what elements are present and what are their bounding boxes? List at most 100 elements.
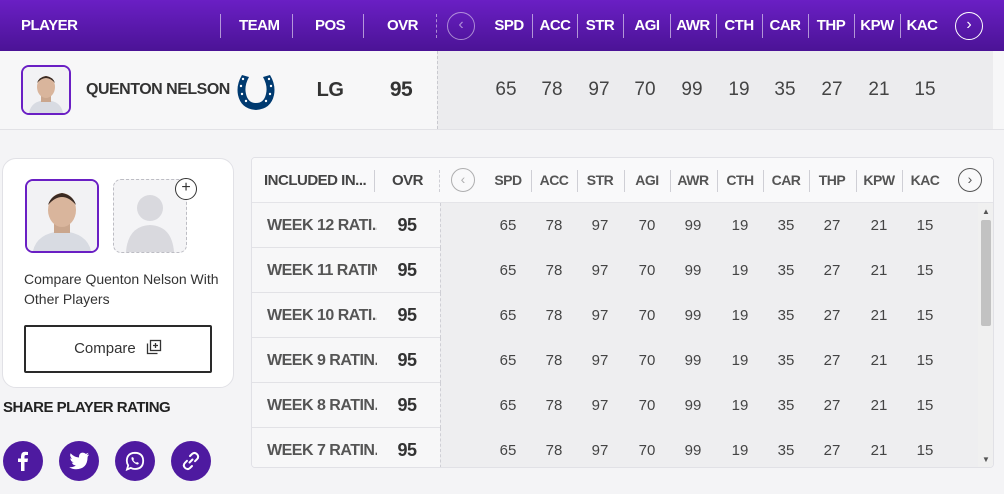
row-stat-kac: 15 xyxy=(916,442,934,459)
table-header-stat-car[interactable]: CAR xyxy=(771,172,801,188)
row-stat-agi: 70 xyxy=(638,397,656,414)
table-header-stat-awr[interactable]: AWR xyxy=(677,172,709,188)
header-stat-acc[interactable]: ACC xyxy=(539,17,572,34)
row-label[interactable]: WEEK 8 RATIN... xyxy=(267,397,377,414)
table-header-divider xyxy=(902,170,903,192)
row-label[interactable]: WEEK 10 RATI... xyxy=(267,307,377,324)
row-stats-area xyxy=(440,338,978,383)
row-label[interactable]: WEEK 12 RATI... xyxy=(267,217,377,234)
table-header-stat-kpw[interactable]: KPW xyxy=(863,172,895,188)
row-stats-area xyxy=(440,428,978,467)
player-stat-car: 35 xyxy=(774,79,796,100)
header-divider xyxy=(577,14,578,38)
player-row[interactable]: QUENTON NELSON LG 95 65 78 97 70 99 19 35 27 21 1… xyxy=(0,51,1004,130)
header-prev-button[interactable]: ‹ xyxy=(447,12,475,40)
row-stat-kac: 15 xyxy=(916,307,934,324)
scrollbar-thumb[interactable] xyxy=(981,220,991,326)
compare-button[interactable]: Compare xyxy=(24,325,212,373)
header-divider xyxy=(292,14,293,38)
compare-placeholder-slot[interactable] xyxy=(113,179,187,253)
header-divider xyxy=(670,14,671,38)
header-stat-car[interactable]: CAR xyxy=(769,17,802,34)
table-row[interactable]: WEEK 10 RATI... 95 65 78 97 70 99 19 35 27 21 15 xyxy=(252,293,978,338)
link-icon[interactable] xyxy=(171,441,211,481)
header-stat-kac[interactable]: KAC xyxy=(906,17,939,34)
player-stats-area xyxy=(437,51,993,129)
table-row[interactable]: WEEK 9 RATIN... 95 65 78 97 70 99 19 35 27 21 15 xyxy=(252,338,978,383)
row-stat-car: 35 xyxy=(777,442,795,459)
table-header-stat-thp[interactable]: THP xyxy=(818,172,846,188)
table-next-button[interactable]: › xyxy=(958,168,982,192)
header-next-button[interactable]: › xyxy=(955,12,983,40)
compare-copy-icon xyxy=(146,329,162,373)
player-name[interactable]: QUENTON NELSON xyxy=(86,81,230,98)
header-stat-spd[interactable]: SPD xyxy=(494,17,524,34)
table-scrollbar[interactable]: ▲ ▼ xyxy=(978,203,993,467)
player-stat-thp: 27 xyxy=(821,79,843,100)
table-header-stat-cth[interactable]: CTH xyxy=(726,172,754,188)
row-label[interactable]: WEEK 11 RATIN... xyxy=(267,262,377,279)
row-stat-awr: 99 xyxy=(684,307,702,324)
row-stat-acc: 78 xyxy=(545,217,563,234)
scroll-up-icon[interactable]: ▲ xyxy=(982,207,990,216)
table-header-stat-agi[interactable]: AGI xyxy=(635,172,659,188)
row-ovr: 95 xyxy=(397,440,417,460)
add-player-icon[interactable]: + xyxy=(175,178,197,200)
table-row[interactable]: WEEK 12 RATI... 95 65 78 97 70 99 19 35 27 21 15 xyxy=(252,203,978,248)
row-stats-area xyxy=(440,248,978,293)
table-header-stat-spd[interactable]: SPD xyxy=(494,172,522,188)
header-stat-awr[interactable]: AWR xyxy=(676,17,710,34)
person-silhouette-icon xyxy=(126,195,174,252)
compare-player-avatar[interactable] xyxy=(25,179,99,253)
row-stat-awr: 99 xyxy=(684,352,702,369)
row-label[interactable]: WEEK 9 RATIN... xyxy=(267,352,377,369)
row-stat-car: 35 xyxy=(777,262,795,279)
header-stat-thp[interactable]: THP xyxy=(816,17,846,34)
table-row[interactable]: WEEK 7 RATIN... 95 65 78 97 70 99 19 35 27 21 15 xyxy=(252,428,978,467)
player-stat-kac: 15 xyxy=(914,79,936,100)
header-divider xyxy=(623,14,624,38)
whatsapp-icon[interactable] xyxy=(115,441,155,481)
header-divider xyxy=(900,14,901,38)
player-avatar[interactable] xyxy=(21,65,71,115)
row-stat-spd: 65 xyxy=(499,352,517,369)
header-stat-agi[interactable]: AGI xyxy=(634,17,660,34)
row-ovr: 95 xyxy=(397,395,417,415)
header-divider xyxy=(716,14,717,38)
facebook-icon[interactable] xyxy=(3,441,43,481)
table-row[interactable]: WEEK 11 RATIN... 95 65 78 97 70 99 19 35 27 21 15 xyxy=(252,248,978,293)
twitter-icon[interactable] xyxy=(59,441,99,481)
scroll-down-icon[interactable]: ▼ xyxy=(982,455,990,464)
header-stat-kpw[interactable]: KPW xyxy=(860,17,894,34)
table-header: INCLUDED IN... OVR ‹ SPD ACC STR AGI AWR CTH C… xyxy=(252,158,993,203)
header-stat-str[interactable]: STR xyxy=(585,17,615,34)
row-stat-thp: 27 xyxy=(823,262,841,279)
row-stat-thp: 27 xyxy=(823,217,841,234)
table-header-ovr[interactable]: OVR xyxy=(392,172,424,189)
row-stats-area xyxy=(440,293,978,338)
row-label[interactable]: WEEK 7 RATIN... xyxy=(267,442,377,459)
player-stat-agi: 70 xyxy=(634,79,656,100)
row-stat-agi: 70 xyxy=(638,262,656,279)
player-stat-acc: 78 xyxy=(541,79,563,100)
player-stat-spd: 65 xyxy=(495,79,517,100)
table-header-stat-kac[interactable]: KAC xyxy=(910,172,940,188)
header-divider xyxy=(808,14,809,38)
table-prev-button[interactable]: ‹ xyxy=(451,168,475,192)
row-stat-kpw: 21 xyxy=(870,352,888,369)
player-ovr: 95 xyxy=(389,78,413,101)
row-stat-spd: 65 xyxy=(499,307,517,324)
header-stat-cth[interactable]: CTH xyxy=(724,17,754,34)
row-stats-area xyxy=(440,203,978,248)
row-stat-car: 35 xyxy=(777,352,795,369)
table-row[interactable]: WEEK 8 RATIN... 95 65 78 97 70 99 19 35 27 21 15 xyxy=(252,383,978,428)
player-stat-awr: 99 xyxy=(681,79,703,100)
row-stat-acc: 78 xyxy=(545,262,563,279)
row-stats-area xyxy=(440,383,978,428)
table-header-included[interactable]: INCLUDED IN... xyxy=(264,172,367,189)
table-header-stat-acc[interactable]: ACC xyxy=(539,172,569,188)
row-stat-thp: 27 xyxy=(823,442,841,459)
table-header-stat-str[interactable]: STR xyxy=(586,172,614,188)
compare-description: Compare Quenton Nelson With Other Player… xyxy=(24,271,219,307)
table-body: WEEK 12 RATI... 95 65 78 97 70 99 19 35 27 21 15 WEE… xyxy=(252,203,978,467)
